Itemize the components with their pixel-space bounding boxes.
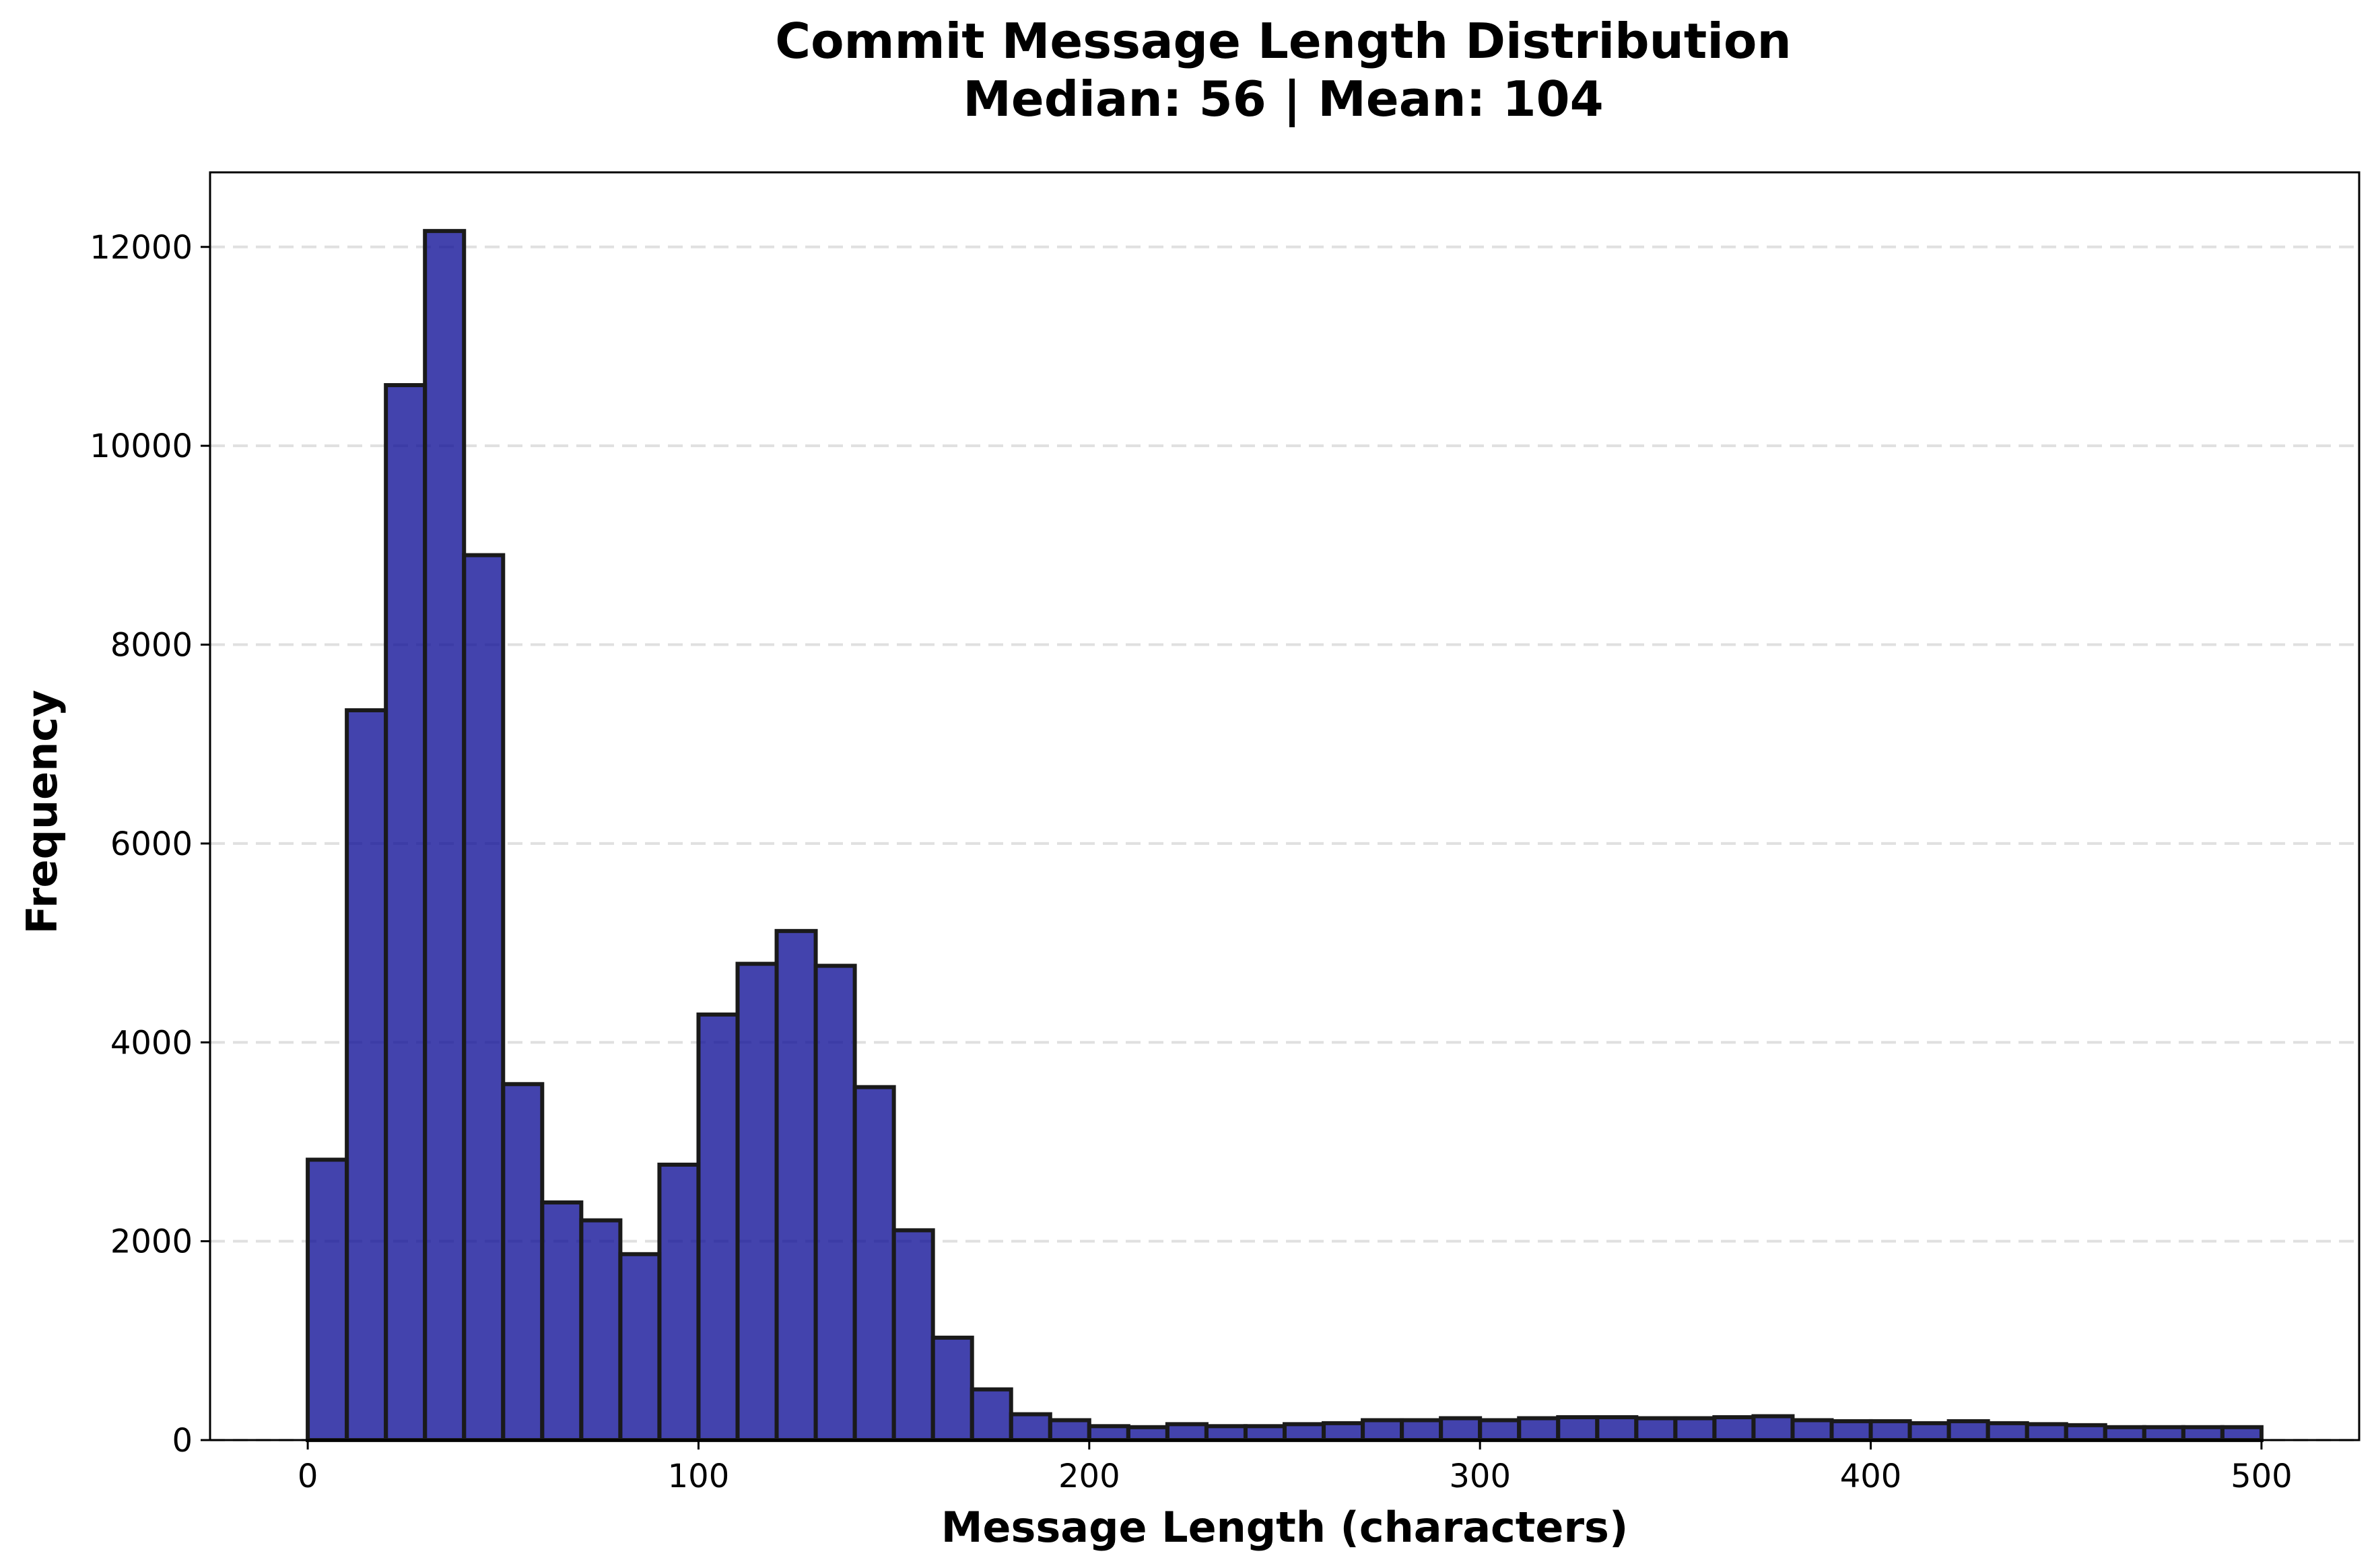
histogram-bar xyxy=(1400,1418,1444,1442)
y-tick-label: 10000 xyxy=(90,428,193,465)
y-tick-label: 4000 xyxy=(110,1024,193,1062)
histogram-bar xyxy=(1790,1418,1834,1442)
histogram-bar xyxy=(1595,1415,1639,1443)
histogram-bar xyxy=(1439,1416,1483,1443)
histogram-bar xyxy=(1283,1422,1326,1442)
histogram-bar xyxy=(345,708,388,1442)
histogram-bar xyxy=(618,1252,662,1442)
histogram-bar xyxy=(306,1157,349,1442)
histogram-bar xyxy=(735,961,779,1442)
y-tick-label: 2000 xyxy=(110,1223,193,1261)
histogram-bar xyxy=(1946,1419,1990,1443)
x-tick-label: 0 xyxy=(298,1458,318,1495)
histogram-bar xyxy=(657,1162,701,1443)
x-axis-label: Message Length (characters) xyxy=(941,1503,1629,1552)
x-tick-label: 100 xyxy=(668,1458,730,1495)
x-tick-label: 200 xyxy=(1058,1458,1120,1495)
histogram-bar xyxy=(2025,1422,2068,1442)
x-tick-label: 300 xyxy=(1449,1458,1511,1495)
x-tick-label: 400 xyxy=(1840,1458,1902,1495)
histogram-bar xyxy=(1165,1422,1209,1442)
histogram-bar xyxy=(1673,1416,1717,1443)
histogram-bar xyxy=(1087,1424,1130,1443)
histogram-bar xyxy=(1243,1424,1287,1443)
histogram-bar xyxy=(1868,1419,1912,1443)
histogram-bar xyxy=(384,383,428,1443)
histogram-bar xyxy=(540,1200,584,1442)
histogram-bar xyxy=(1556,1415,1600,1443)
histogram-bar xyxy=(1478,1418,1522,1442)
histogram-bar xyxy=(1634,1416,1678,1443)
y-tick-label: 12000 xyxy=(90,229,193,267)
y-axis-label: Frequency xyxy=(18,690,67,934)
histogram-bar xyxy=(1361,1418,1404,1442)
histogram-bar xyxy=(501,1082,545,1442)
histogram-bar xyxy=(1126,1425,1169,1442)
histogram-bar xyxy=(930,1335,974,1443)
histogram-bar xyxy=(1009,1412,1052,1442)
histogram-bar xyxy=(1829,1419,1873,1443)
plot-frame xyxy=(209,171,2361,1441)
histogram-bar xyxy=(579,1218,623,1442)
histogram-bar xyxy=(462,553,506,1442)
histogram-bar xyxy=(2181,1425,2225,1442)
histogram-bar xyxy=(970,1387,1013,1442)
histogram-bar xyxy=(2064,1423,2107,1443)
histogram-bar xyxy=(423,229,467,1442)
y-tick-label: 8000 xyxy=(110,627,193,664)
histogram-bars xyxy=(306,229,2264,1443)
histogram-bar xyxy=(1985,1421,2029,1442)
histogram-bar xyxy=(696,1012,740,1442)
histogram-bar xyxy=(1322,1421,1365,1442)
histogram-bar xyxy=(852,1085,896,1442)
histogram-bar xyxy=(1712,1415,1756,1443)
histogram-bar xyxy=(1751,1414,1795,1442)
histogram-bar xyxy=(1907,1421,1951,1442)
y-tick-label: 6000 xyxy=(110,825,193,863)
y-tick-label: 0 xyxy=(172,1422,193,1460)
histogram-bar xyxy=(1204,1424,1248,1443)
histogram-bar xyxy=(2220,1425,2264,1442)
histogram-bar xyxy=(813,963,857,1442)
histogram-bar xyxy=(2103,1425,2146,1442)
y-axis-ticks: 0 2000 4000 6000 8000 10000 12000 xyxy=(90,229,210,1460)
histogram-bar xyxy=(891,1228,935,1442)
chart-title: Commit Message Length Distribution xyxy=(775,13,1792,69)
histogram-bar xyxy=(1048,1418,1091,1442)
histogram-bar xyxy=(774,928,818,1443)
x-tick-label: 500 xyxy=(2231,1458,2293,1495)
histogram-bar xyxy=(2142,1425,2185,1442)
histogram-bar xyxy=(1517,1416,1561,1443)
chart-subtitle: Median: 56 | Mean: 104 xyxy=(963,71,1604,128)
x-axis-ticks: 0 100 200 300 400 500 xyxy=(298,1440,2293,1495)
